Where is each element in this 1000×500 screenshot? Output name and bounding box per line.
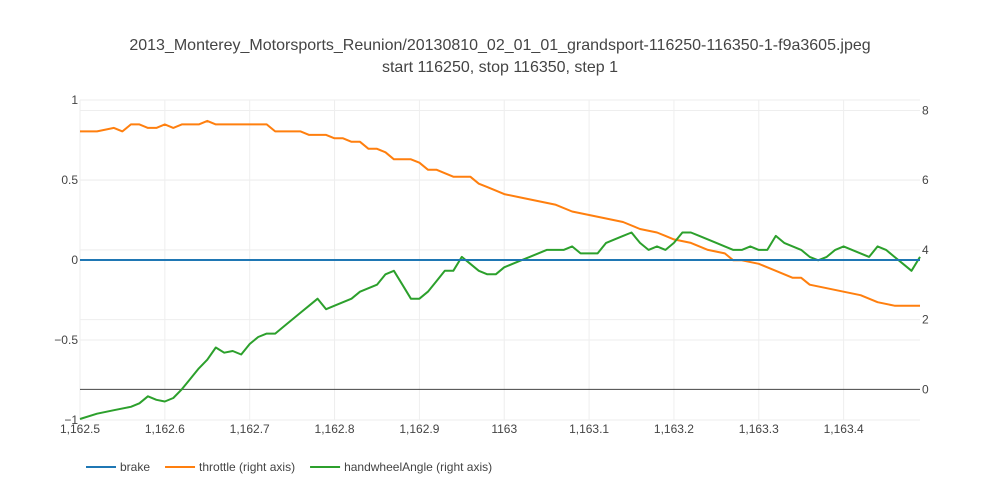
left-y-tick-label: −0.5 [54,333,78,347]
left-y-tick-label: 0 [71,253,78,267]
right-y-axis: 0 2 4 6 8 [922,103,929,396]
x-tick-label: 1,162.7 [230,422,270,436]
x-tick-label: 1,163.2 [654,422,694,436]
series-line-throttle [80,119,920,307]
right-y-tick-label: 6 [922,173,929,187]
x-tick-label: 1,162.9 [399,422,439,436]
legend-label: handwheelAngle (right axis) [344,460,492,474]
right-y-tick-label: 4 [922,243,929,257]
series-line-handwheelangle [79,231,921,420]
legend-item-handwheelangle[interactable]: handwheelAngle (right axis) [310,460,492,474]
left-y-tick-label: 0.5 [61,173,78,187]
legend-label: throttle (right axis) [199,460,295,474]
series-lines [79,119,921,420]
left-y-axis: −1 −0.5 0 0.5 1 [54,93,78,427]
chart-subtitle: start 116250, stop 116350, step 1 [382,59,618,76]
legend-item-throttle[interactable]: throttle (right axis) [165,460,295,474]
right-y-tick-label: 0 [922,382,929,396]
legend[interactable]: brake throttle (right axis) handwheelAngle… [86,460,492,474]
x-axis: 1,162.5 1,162.6 1,162.7 1,162.8 1,162.9 1163 1… [60,422,864,436]
right-y-tick-label: 8 [922,103,929,117]
x-tick-label: 1,163.3 [739,422,779,436]
x-tick-label: 1,163.4 [824,422,864,436]
x-tick-label: 1,162.8 [315,422,355,436]
chart-title: 2013_Monterey_Motorsports_Reunion/201308… [129,37,870,54]
x-tick-label: 1163 [491,422,517,436]
right-y-tick-label: 2 [922,313,929,327]
legend-label: brake [120,460,150,474]
x-tick-label: 1,163.1 [569,422,609,436]
left-y-tick-label: 1 [71,93,78,107]
legend-item-brake[interactable]: brake [86,460,150,474]
x-tick-label: 1,162.5 [60,422,100,436]
left-y-tick-label: −1 [64,413,78,427]
x-tick-label: 1,162.6 [145,422,185,436]
